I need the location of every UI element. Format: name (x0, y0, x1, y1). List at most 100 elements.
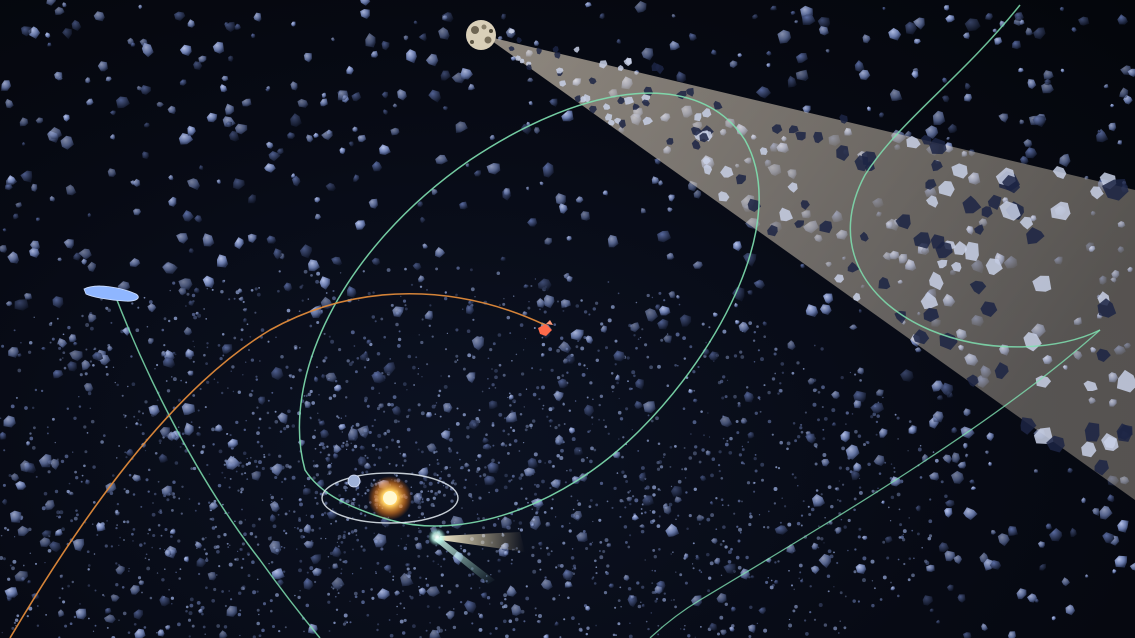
dust-particle (578, 627, 583, 632)
dust-particle (299, 590, 301, 592)
dust-particle (425, 583, 430, 587)
asteroid-icon[interactable] (83, 285, 139, 302)
dust-particle (328, 630, 331, 632)
dust-particle (268, 426, 271, 430)
dust-particle (297, 595, 301, 600)
asteroid-rock (143, 122, 150, 128)
dust-particle (865, 440, 868, 444)
dust-particle (111, 474, 115, 477)
dust-particle (123, 416, 126, 419)
dust-particle (63, 366, 67, 370)
dust-particle (425, 577, 428, 580)
asteroid-rock (522, 311, 528, 316)
dust-particle (733, 354, 738, 358)
dust-particle (323, 511, 327, 515)
dust-particle (84, 372, 88, 376)
dust-particle (455, 293, 458, 297)
probe-icon[interactable] (538, 320, 553, 336)
dust-particle (285, 532, 288, 535)
dust-particle (352, 517, 354, 519)
dust-particle (502, 373, 506, 377)
dust-particle (897, 558, 900, 561)
dust-particle (395, 322, 399, 327)
dust-particle (441, 520, 446, 525)
dust-particle (544, 576, 547, 579)
asteroid-rock (747, 431, 755, 439)
comet-icon[interactable] (428, 528, 525, 584)
planet-icon[interactable] (347, 474, 361, 488)
dust-particle (172, 281, 176, 285)
asteroid-rock (5, 175, 18, 186)
dust-particle (375, 571, 377, 573)
dust-particle (748, 321, 753, 325)
asteroid-rock (1032, 115, 1046, 128)
dust-particle (168, 588, 170, 591)
dust-particle (444, 348, 448, 351)
dust-particle (501, 605, 505, 609)
dust-particle (619, 515, 622, 518)
dust-particle (33, 316, 35, 318)
dust-particle (640, 512, 643, 515)
asteroid-rock (981, 623, 988, 631)
dust-particle (401, 631, 406, 635)
dust-particle (682, 407, 686, 410)
dust-particle (672, 551, 674, 553)
asteroid-rock (93, 11, 105, 22)
dust-particle (894, 413, 897, 416)
dust-particle (46, 432, 49, 435)
dust-particle (28, 527, 32, 532)
asteroid-rock (753, 279, 765, 290)
dust-particle (81, 314, 84, 318)
asteroid-rock (478, 613, 484, 619)
dust-particle (749, 515, 753, 519)
dust-particle (403, 618, 407, 622)
asteroid-rock (428, 89, 441, 103)
dust-particle (482, 517, 485, 520)
dust-particle (810, 507, 815, 512)
asteroid-rock (378, 403, 384, 409)
moon-icon[interactable] (466, 20, 496, 50)
dust-particle (203, 548, 206, 551)
dust-particle (376, 628, 379, 632)
dust-particle (773, 487, 778, 491)
dust-particle (216, 624, 221, 628)
asteroid-rock (38, 454, 52, 468)
dust-particle (410, 486, 413, 488)
asteroid-rock (1027, 79, 1037, 90)
dust-particle (455, 584, 459, 588)
asteroid-rock (802, 14, 816, 25)
asteroid-rock (325, 372, 337, 383)
dust-particle (531, 508, 533, 510)
dust-particle (602, 550, 606, 553)
dust-particle (620, 606, 622, 608)
asteroid-rock (2, 228, 7, 232)
dust-particle (498, 304, 502, 307)
beam-rock (779, 207, 793, 222)
dust-particle (919, 444, 922, 447)
dust-particle (701, 448, 705, 452)
dust-particle (44, 561, 46, 564)
dust-particle (417, 367, 420, 370)
dust-particle (491, 458, 495, 463)
dust-particle (538, 398, 541, 401)
dust-particle (272, 524, 277, 529)
asteroid-rock (641, 47, 654, 61)
dust-particle (284, 626, 287, 629)
dust-particle (84, 450, 88, 454)
dust-particle (908, 420, 912, 423)
asteroid-rock (110, 594, 120, 602)
asteroid-rock (500, 516, 512, 529)
dust-particle (645, 620, 648, 623)
dust-particle (427, 490, 430, 493)
asteroid-rock (1085, 574, 1089, 578)
dust-particle (592, 398, 594, 401)
dust-particle (74, 470, 77, 474)
dust-particle (346, 487, 349, 489)
dust-particle (709, 561, 714, 566)
asteroid-rock (194, 215, 203, 223)
dust-particle (623, 525, 628, 529)
dust-particle (800, 423, 803, 426)
dust-particle (932, 451, 935, 453)
asteroid-rock (583, 404, 595, 417)
dust-particle (247, 461, 251, 465)
